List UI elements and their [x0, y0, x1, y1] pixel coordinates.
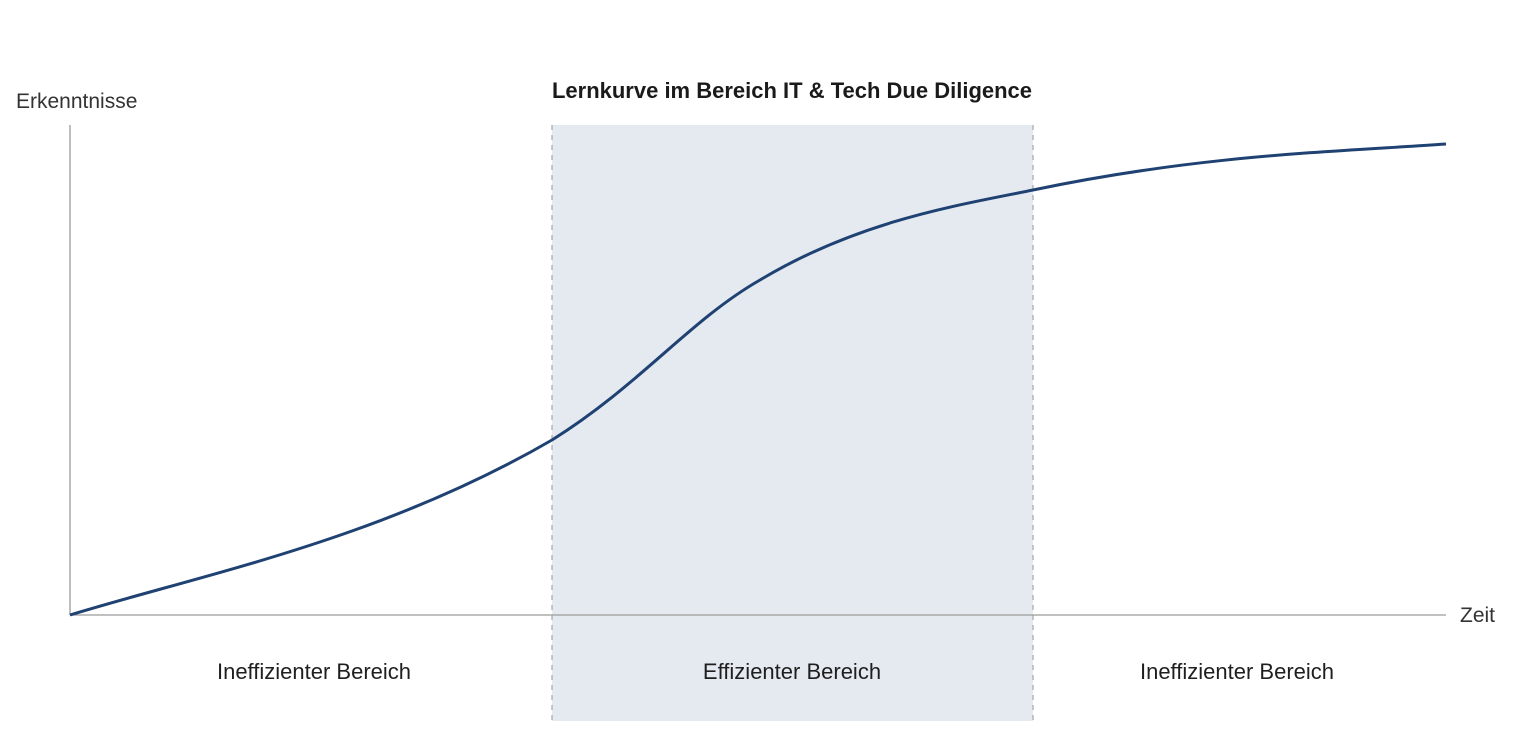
region-label-right: Ineffizienter Bereich — [1140, 659, 1334, 684]
diagram-title: Lernkurve im Bereich IT & Tech Due Dilig… — [552, 78, 1032, 103]
region-label-left: Ineffizienter Bereich — [217, 659, 411, 684]
learning-curve — [69, 142, 1447, 617]
efficient-region-highlight — [552, 125, 1033, 721]
x-axis-label: Zeit — [1460, 604, 1495, 627]
y-axis-label: Erkenntnisse — [16, 90, 137, 113]
region-label-middle: Effizienter Bereich — [703, 659, 881, 684]
